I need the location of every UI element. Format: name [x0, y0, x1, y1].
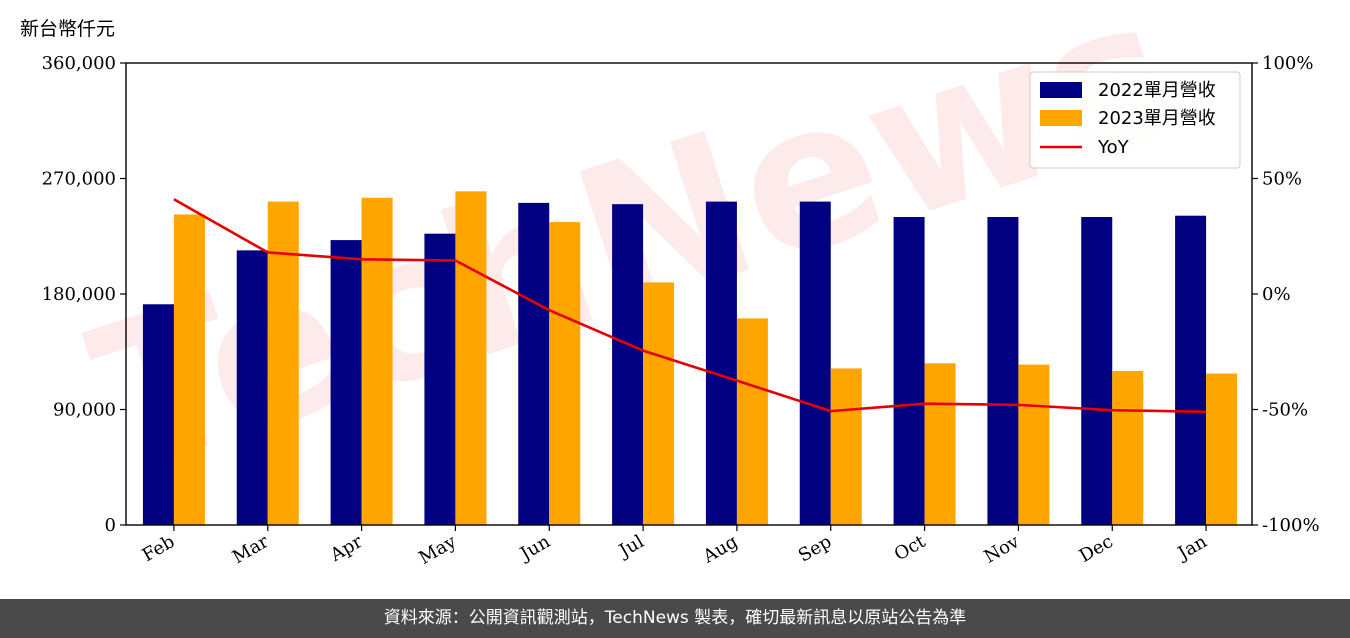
bar-2022-may: [424, 233, 456, 525]
bar-2023-feb: [173, 214, 205, 525]
legend-swatch-1: [1040, 110, 1082, 126]
bar-2023-dec: [1112, 371, 1144, 525]
bar-2023-may: [455, 191, 487, 526]
x-tick-label: Mar: [229, 531, 273, 568]
x-tick-label: Feb: [139, 531, 179, 566]
x-tick-label: Dec: [1076, 531, 1117, 567]
legend-label-2: YoY: [1097, 137, 1130, 158]
legend-box: [1029, 71, 1241, 169]
bar-2022-aug: [705, 201, 737, 525]
bar-2022-oct: [893, 217, 925, 525]
bar-2022-mar: [236, 250, 268, 525]
legend-label-1: 2023單月營收: [1098, 108, 1216, 129]
x-tick-label: Aug: [699, 531, 742, 568]
bar-2023-aug: [736, 318, 768, 525]
y2-tick-label: -100%: [1262, 515, 1320, 536]
bar-2022-sep: [799, 201, 831, 525]
y-tick-label: 0: [105, 515, 116, 536]
bar-2023-apr: [361, 197, 393, 525]
legend-swatch-0: [1040, 82, 1082, 98]
y2-tick-label: 50%: [1262, 169, 1302, 190]
bar-2023-jan: [1206, 373, 1238, 525]
legend: 2022單月營收 2023單月營收 YoY: [1029, 71, 1241, 169]
bar-2022-jul: [612, 204, 644, 525]
x-tick-label: Oct: [891, 531, 930, 566]
y-tick-label: 360,000: [42, 53, 116, 74]
y-tick-label: 270,000: [42, 169, 116, 190]
y2-tick-label: 100%: [1262, 53, 1313, 74]
x-tick-label: Nov: [981, 531, 1024, 568]
bar-2022-nov: [987, 217, 1019, 525]
revenue-chart: TechNews 090,000180,000270,000360,000-10…: [42, 0, 1320, 569]
y-axis-unit-label: 新台幣仟元: [20, 18, 116, 40]
bar-2023-jun: [549, 222, 581, 525]
source-footer: 資料來源：公開資訊觀測站，TechNews 製表，確切最新訊息以原站公告為準: [0, 599, 1350, 638]
bar-2023-oct: [924, 363, 956, 525]
bar-2023-nov: [1018, 364, 1050, 525]
x-tick-label: May: [415, 531, 460, 569]
bar-2022-apr: [330, 240, 362, 525]
x-tick-label: Apr: [326, 531, 366, 566]
y2-tick-label: -50%: [1262, 400, 1308, 421]
y-tick-label: 180,000: [42, 284, 116, 305]
bar-2022-feb: [142, 304, 174, 525]
bar-2023-mar: [267, 201, 299, 525]
bar-2023-sep: [830, 368, 862, 525]
legend-label-0: 2022單月營收: [1098, 80, 1216, 101]
bar-2022-jun: [518, 202, 550, 525]
bar-2022-jan: [1175, 215, 1207, 525]
x-tick-label: Jul: [614, 531, 648, 563]
bar-2023-jul: [643, 282, 675, 525]
x-tick-label: Jun: [515, 531, 554, 566]
y-tick-label: 90,000: [53, 400, 116, 421]
y2-tick-label: 0%: [1262, 284, 1291, 305]
bar-2022-dec: [1081, 217, 1113, 525]
yoy-line: [173, 198, 1207, 414]
x-tick-label: Jan: [1173, 531, 1211, 565]
x-tick-label: Sep: [795, 531, 835, 566]
